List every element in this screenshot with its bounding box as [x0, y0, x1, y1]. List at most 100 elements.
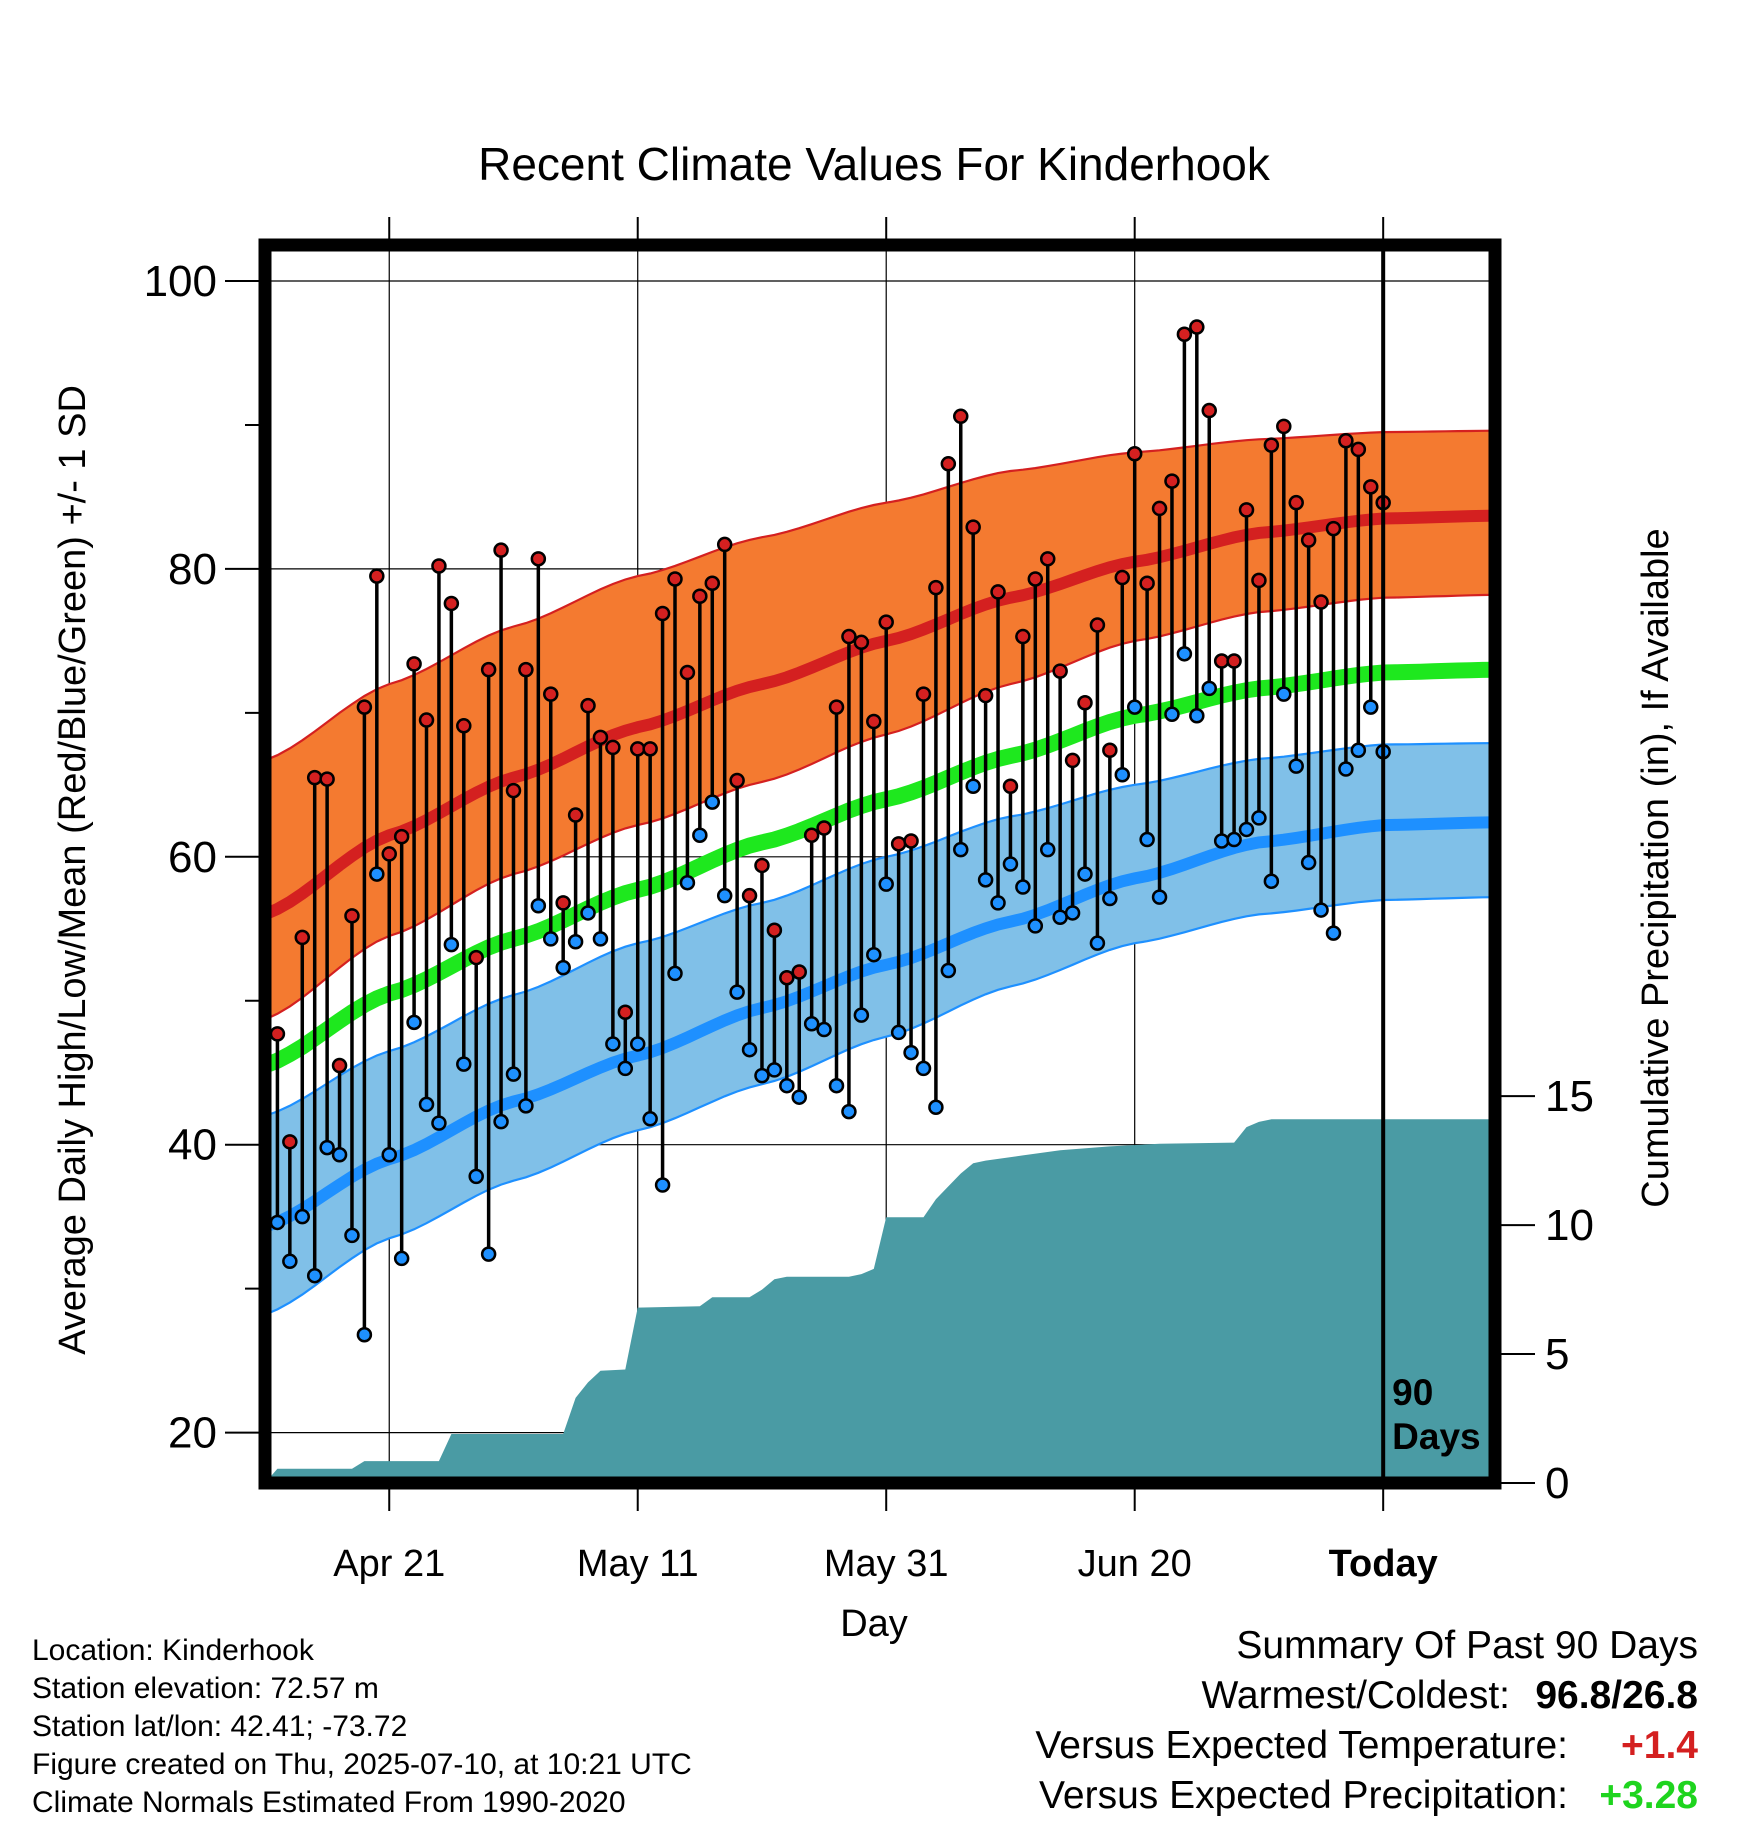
daily-low-point	[1002, 856, 1019, 872]
daily-low-point	[1139, 831, 1155, 848]
daily-low-point	[692, 827, 708, 843]
daily-high-point	[518, 661, 534, 678]
daily-low-point	[853, 1007, 870, 1023]
x-tick-label: May 11	[577, 1543, 699, 1585]
daily-low-point	[667, 965, 683, 982]
daily-high-point	[1176, 326, 1193, 343]
normal-high-band-lower-edge	[264, 593, 1496, 1021]
y2-axis-label: Cumulative Precipitation (in), If Availa…	[1635, 528, 1677, 1207]
daily-high-point	[1263, 437, 1280, 453]
daily-high-point	[592, 729, 609, 746]
y-tick-label: 40	[168, 1121, 217, 1170]
daily-high-point	[1027, 571, 1044, 587]
summary-heading: Summary Of Past 90 Days	[1236, 1624, 1698, 1667]
daily-high-point	[816, 820, 832, 836]
daily-high-point	[567, 807, 584, 823]
plot-frame	[258, 238, 1502, 1490]
footer-created: Figure created on Thu, 2025-07-10, at 10…	[32, 1748, 692, 1781]
daily-low-point	[1126, 699, 1143, 715]
daily-low-point	[654, 1177, 671, 1193]
normal-low-band-lower-edge	[264, 896, 1496, 1316]
daily-high-point	[1325, 520, 1342, 537]
daily-high-point	[1251, 572, 1267, 589]
y-tick-label: 20	[168, 1409, 217, 1458]
daily-low-point	[841, 1103, 857, 1120]
daily-low-point	[803, 1016, 820, 1032]
daily-low-point	[704, 794, 721, 810]
daily-low-point	[1300, 854, 1317, 871]
daily-high-point	[1300, 532, 1317, 548]
y2-tick-label: 10	[1545, 1201, 1594, 1250]
y2-tick-label: 15	[1545, 1072, 1594, 1121]
daily-high-point	[828, 699, 845, 715]
daily-low-point	[1276, 686, 1292, 702]
daily-low-point	[1288, 758, 1304, 774]
daily-high-point	[1338, 433, 1354, 449]
daily-high-point	[505, 782, 522, 799]
daily-low-point	[915, 1060, 932, 1077]
daily-low-point	[679, 874, 696, 891]
daily-low-point	[816, 1021, 832, 1038]
daily-low-point	[629, 1036, 646, 1052]
daily-low-point	[468, 1168, 484, 1185]
daily-high-point	[866, 713, 882, 730]
daily-high-point	[1151, 500, 1168, 517]
daily-low-point	[381, 1147, 397, 1163]
today-marker-label-line2: Days	[1392, 1416, 1480, 1457]
daily-high-point	[493, 542, 509, 558]
daily-high-point	[953, 408, 969, 425]
daily-low-point	[1176, 646, 1193, 662]
daily-high-point	[754, 857, 770, 874]
daily-high-point	[1077, 695, 1093, 711]
daily-high-point	[480, 661, 497, 678]
daily-high-point	[766, 922, 783, 938]
daily-high-point	[1089, 617, 1106, 633]
daily-low-point	[431, 1115, 447, 1131]
daily-high-point	[431, 558, 447, 574]
daily-high-point	[741, 887, 758, 904]
y-tick-label: 60	[168, 833, 217, 882]
daily-high-point	[319, 771, 335, 787]
daily-high-point	[928, 579, 944, 596]
daily-low-point	[791, 1089, 807, 1105]
daily-high-point	[294, 929, 311, 946]
daily-low-point	[1363, 699, 1379, 715]
daily-low-point	[1238, 821, 1255, 838]
daily-low-point	[1325, 925, 1342, 941]
x-tick-label: Apr 21	[333, 1543, 445, 1585]
daily-high-point	[1363, 479, 1379, 495]
daily-high-point	[853, 634, 870, 651]
daily-high-point	[642, 741, 658, 757]
daily-low-point	[443, 936, 460, 953]
daily-high-point	[903, 833, 919, 849]
daily-high-point	[1064, 752, 1081, 769]
x-tick-label: Today	[1329, 1543, 1438, 1585]
daily-high-point	[381, 846, 397, 862]
daily-high-point	[1164, 473, 1180, 489]
daily-high-point	[915, 686, 932, 702]
footer-latlon: Station lat/lon: 42.41; -73.72	[32, 1710, 408, 1743]
daily-high-point	[1226, 653, 1242, 669]
daily-high-point	[617, 1004, 634, 1021]
daily-low-point	[1064, 905, 1081, 921]
daily-low-point	[617, 1060, 634, 1077]
daily-high-point	[654, 605, 671, 622]
daily-high-point	[418, 712, 435, 728]
daily-low-point	[393, 1250, 410, 1267]
daily-low-point	[580, 905, 596, 921]
daily-high-point	[356, 699, 373, 715]
daily-low-point	[1164, 706, 1180, 723]
daily-low-point	[903, 1044, 919, 1061]
daily-high-point	[1350, 441, 1367, 458]
daily-low-point	[965, 778, 981, 795]
summary-precip-label: Versus Expected Precipitation:	[1039, 1774, 1568, 1817]
y2-tick-label: 5	[1545, 1330, 1569, 1379]
summary-temp-label: Versus Expected Temperature:	[1035, 1724, 1568, 1767]
daily-high-point	[1039, 551, 1056, 567]
x-tick-label: Jun 20	[1078, 1543, 1192, 1585]
daily-low-point	[605, 1036, 621, 1052]
daily-high-point	[1288, 494, 1304, 511]
daily-high-point	[692, 588, 708, 604]
daily-low-point	[456, 1056, 472, 1072]
